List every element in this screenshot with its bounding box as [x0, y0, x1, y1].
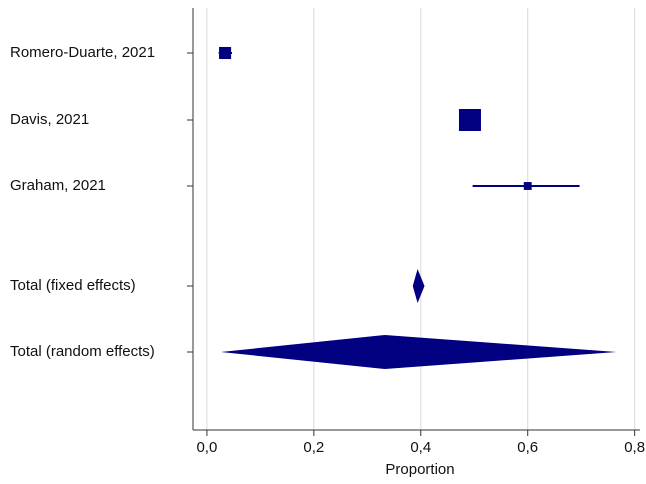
x-tick-label: 0,2	[303, 439, 324, 456]
x-axis-label: Proportion	[385, 461, 454, 478]
point-estimate	[458, 109, 481, 131]
summary-label: Total (fixed effects)	[10, 277, 136, 294]
x-tick-label: 0,0	[196, 439, 217, 456]
study-label: Romero-Duarte, 2021	[10, 44, 155, 61]
study-label: Davis, 2021	[10, 111, 89, 128]
x-tick-label: 0,8	[624, 439, 645, 456]
x-tick-label: 0,6	[517, 439, 538, 456]
summary-diamond	[412, 269, 425, 303]
point-estimate	[523, 182, 532, 190]
summary-diamond	[220, 335, 617, 369]
x-tick-label: 0,4	[410, 439, 431, 456]
point-estimate	[219, 46, 232, 60]
summary-label: Total (random effects)	[10, 343, 155, 360]
study-label: Graham, 2021	[10, 177, 106, 194]
